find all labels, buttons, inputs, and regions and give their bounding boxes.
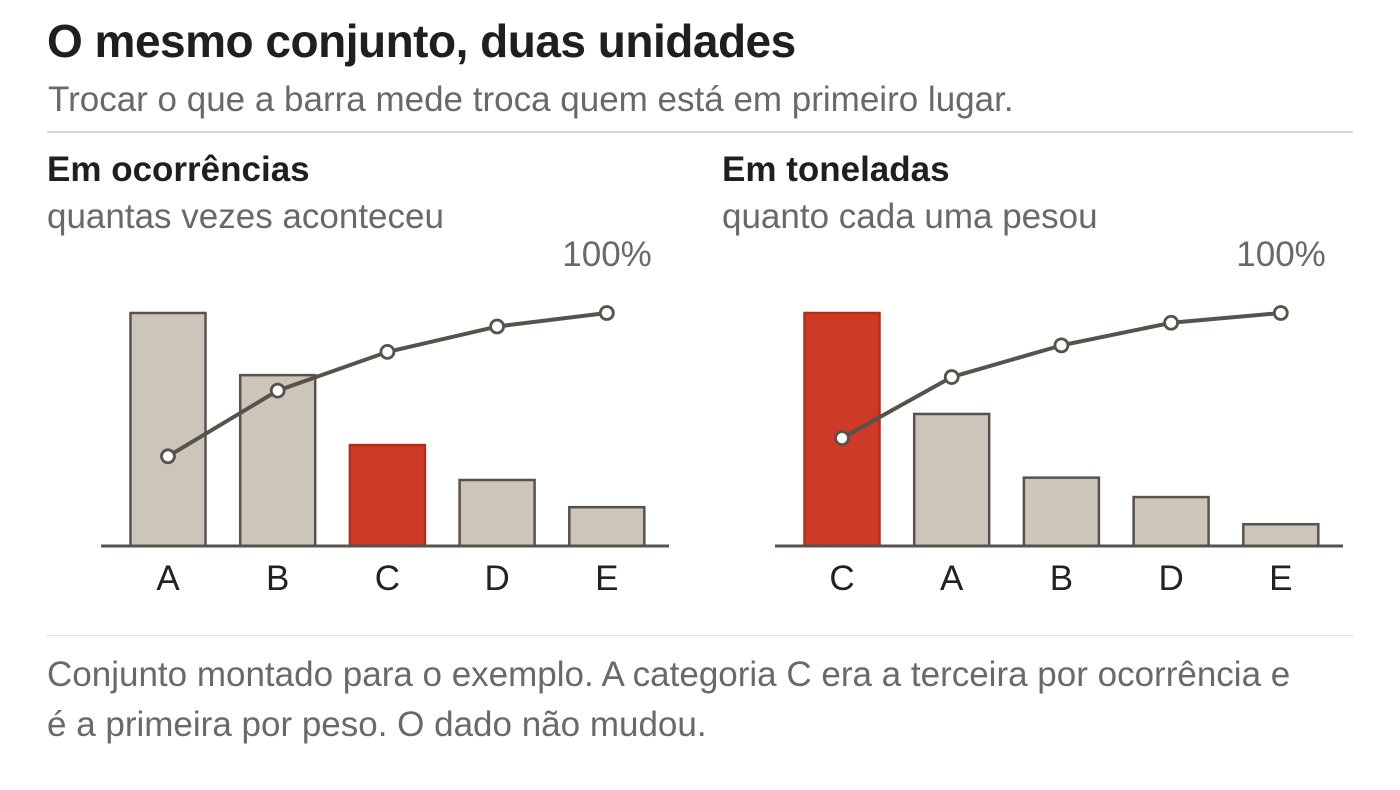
cumulative-point-b bbox=[1053, 337, 1070, 354]
footer-divider bbox=[47, 635, 1353, 636]
bar-d bbox=[1132, 495, 1210, 548]
bar-a bbox=[129, 311, 207, 548]
cumulative-line bbox=[166, 311, 609, 459]
bar-d bbox=[458, 478, 536, 548]
bar-b bbox=[238, 373, 317, 548]
x-tick-label-c: C bbox=[829, 559, 854, 598]
footnote: Conjunto montado para o exemplo. A categ… bbox=[47, 655, 1291, 744]
x-tick-label-b: B bbox=[266, 559, 289, 598]
x-tick-label-d: D bbox=[484, 559, 509, 598]
pareto-charts: A B C D E 100% C A B D E 100% bbox=[101, 235, 1343, 598]
x-tick-label-a: A bbox=[156, 559, 180, 598]
panel-subtitle-tonnes: quanto cada uma pesou bbox=[722, 197, 1098, 236]
cumulative-total-label: 100% bbox=[562, 235, 652, 274]
cumulative-total-label: 100% bbox=[1236, 235, 1326, 274]
header-divider bbox=[47, 131, 1353, 133]
cumulative-point-a bbox=[160, 448, 176, 465]
bar-a bbox=[912, 412, 991, 548]
cumulative-point-d bbox=[489, 318, 506, 335]
cumulative-point-b bbox=[269, 382, 286, 399]
bar-e bbox=[568, 505, 646, 548]
panel-title-tonnes: Em toneladas bbox=[722, 150, 950, 189]
x-tick-label-c: C bbox=[375, 559, 400, 598]
x-tick-label-e: E bbox=[1269, 559, 1292, 598]
cumulative-line bbox=[840, 311, 1283, 441]
x-tick-label-e: E bbox=[595, 559, 618, 598]
cumulative-point-d bbox=[1163, 314, 1179, 331]
bar-e bbox=[1242, 523, 1320, 548]
cumulative-point-e bbox=[1272, 305, 1289, 321]
cumulative-point-c bbox=[379, 344, 396, 360]
chart-title: O mesmo conjunto, duas unidades bbox=[47, 15, 796, 67]
bar-b bbox=[1022, 476, 1101, 548]
cumulative-point-c bbox=[834, 430, 850, 447]
bar-c bbox=[803, 311, 881, 548]
panel-subtitle-occurrences: quantas vezes aconteceu bbox=[47, 197, 444, 236]
cumulative-point-a bbox=[943, 369, 960, 385]
x-tick-label-a: A bbox=[940, 559, 964, 598]
x-tick-label-b: B bbox=[1050, 559, 1073, 598]
bar-c bbox=[348, 443, 427, 548]
x-tick-label-d: D bbox=[1158, 559, 1183, 598]
chart-subtitle: Trocar o que a barra mede troca quem est… bbox=[48, 80, 1014, 119]
cumulative-point-e bbox=[598, 305, 615, 321]
panel-title-occurrences: Em ocorrências bbox=[47, 150, 310, 189]
